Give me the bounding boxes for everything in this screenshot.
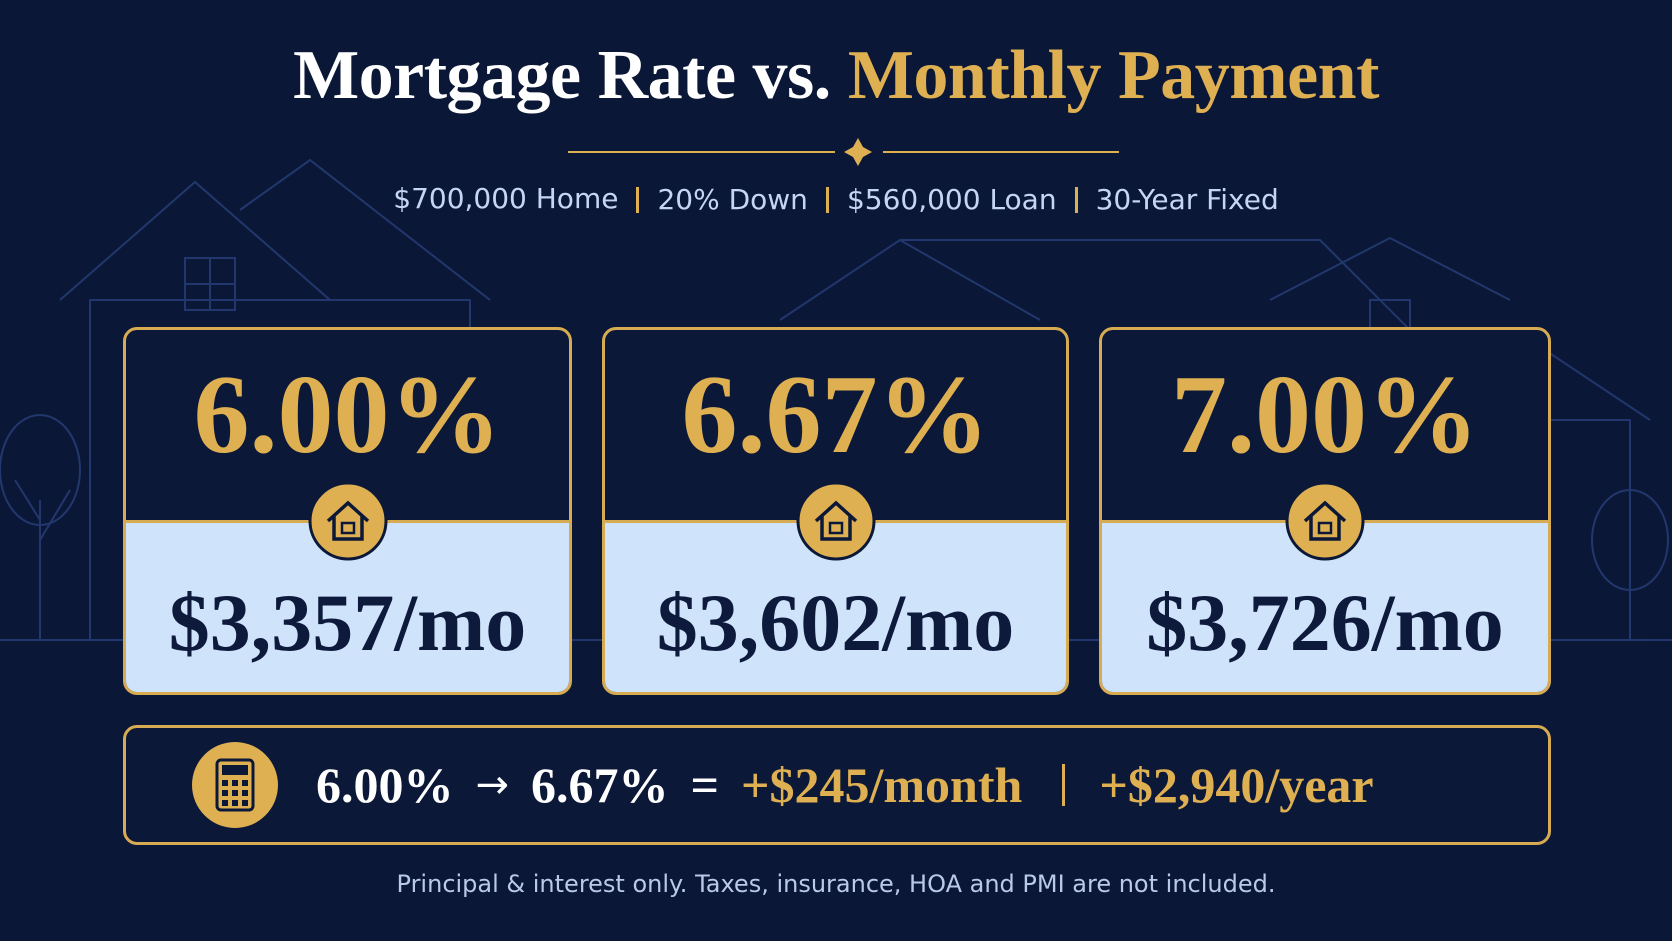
subtitle-item: 20% Down xyxy=(636,186,825,214)
title-divider xyxy=(568,138,1119,166)
subtitle-item: 30-Year Fixed xyxy=(1074,186,1297,214)
yearly-increase: +$2,940/year xyxy=(1099,757,1374,813)
calculator-icon xyxy=(192,742,278,828)
arrow: → xyxy=(475,762,510,808)
rate: 7.00% xyxy=(1171,352,1479,477)
subtitle: $700,000 Home 20% Down $560,000 Loan 30-Yea… xyxy=(0,182,1672,215)
house-icon xyxy=(1285,481,1365,561)
rate-card: 6.67% $3,602/mo xyxy=(602,327,1069,695)
title: Mortgage Rate vs. Monthly Payment xyxy=(0,36,1672,116)
subtitle-item: $560,000 Loan xyxy=(825,186,1075,214)
house-icon xyxy=(796,481,875,561)
rate: 6.00% xyxy=(193,352,502,477)
rate: 6.67% xyxy=(681,352,990,477)
comparison: 6.00% → 6.67% = +$245/month +$2,940/year xyxy=(123,725,1551,845)
subtitle-item: $700,000 Home xyxy=(393,182,619,215)
equals: = xyxy=(690,757,720,813)
title-lead: Mortgage Rate vs. xyxy=(293,37,831,114)
separator xyxy=(1062,764,1066,806)
title-accent: Monthly Payment xyxy=(847,37,1380,114)
to-rate: 6.67% xyxy=(531,757,669,813)
rate-card: 6.00% $3,357/mo xyxy=(123,327,572,695)
monthly-increase: +$245/month xyxy=(741,757,1023,813)
from-rate: 6.00% xyxy=(316,757,454,813)
house-icon xyxy=(308,481,387,561)
footnote: Principal & interest only. Taxes, insura… xyxy=(396,870,1276,898)
rate-card: 7.00% $3,726/mo xyxy=(1099,327,1551,695)
